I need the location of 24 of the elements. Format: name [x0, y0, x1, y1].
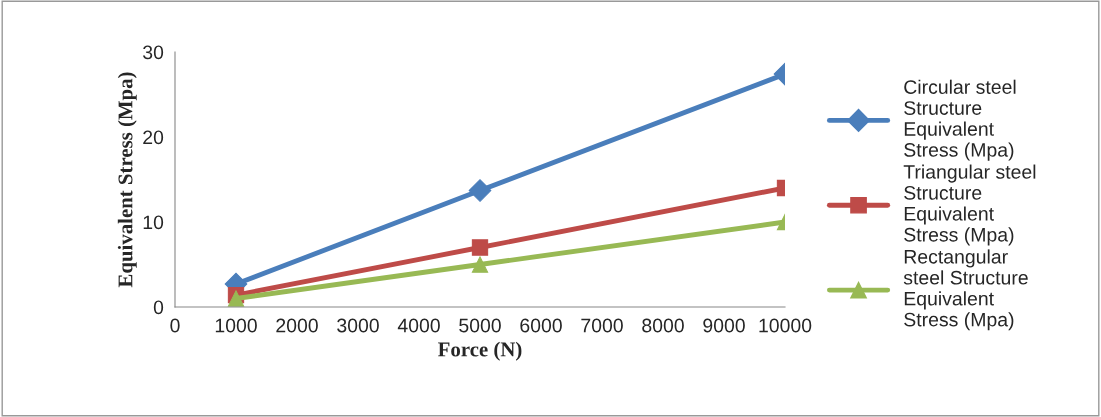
legend-label: Triangular steel Structure Equivalent Stress (Mpa) — [903, 164, 1036, 246]
point — [227, 290, 245, 307]
x-tick-label: 8000 — [642, 318, 684, 333]
point — [471, 239, 489, 256]
x-tick-label: 7000 — [581, 318, 623, 333]
x-tick-label: 10000 — [759, 318, 812, 333]
x-tick-label: 4000 — [397, 318, 440, 333]
x-tick-label: 6000 — [520, 318, 562, 333]
y-tick-label: 10 — [143, 215, 164, 230]
legend-label: Circular steel Structure Equivalent Stress (Mpa) — [904, 79, 1016, 161]
y-tick-label: 30 — [143, 45, 164, 60]
y-tick-label: 0 — [153, 300, 164, 315]
point — [468, 179, 492, 202]
x-tick-label: 9000 — [703, 318, 745, 333]
x-tick-label: 3000 — [337, 318, 379, 333]
x-tick-label: 1000 — [215, 318, 257, 333]
y-axis-title: Equivalent Stress (Mpa) — [117, 72, 137, 288]
x-axis-title: Force (N) — [438, 341, 522, 361]
point — [471, 256, 489, 273]
y-tick-label: 20 — [143, 130, 164, 145]
x-tick-label: 5000 — [459, 318, 501, 333]
x-tick-label: 0 — [170, 318, 180, 333]
x-tick-label: 2000 — [276, 318, 318, 333]
legend-label: Rectangular steel Structure Equivalent Stress (Mpa) — [903, 249, 1028, 331]
